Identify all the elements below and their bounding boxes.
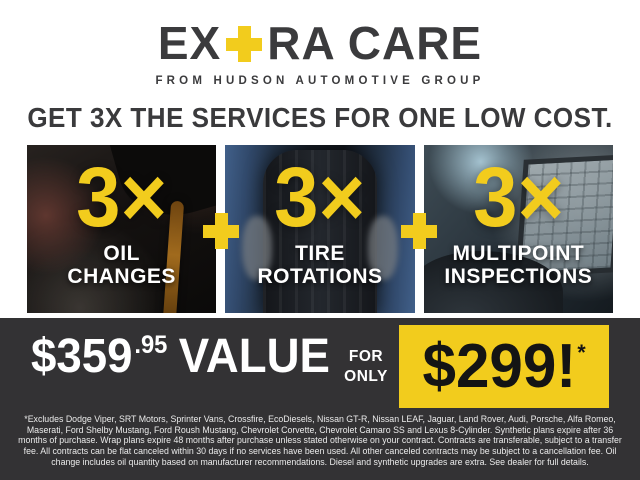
price-asterisk: *: [577, 339, 586, 365]
brand-name: EX RA CARE: [0, 20, 640, 66]
multiplier-text: 3×: [472, 150, 564, 244]
brand-name-right: RA CARE: [267, 17, 483, 69]
tire-graphic: [263, 150, 377, 313]
plus-icon: [401, 213, 437, 249]
plus-icon: [203, 213, 239, 249]
value-price: $359.95 VALUE: [31, 333, 330, 381]
value-word: VALUE: [178, 330, 330, 383]
plus-icon: [226, 26, 263, 62]
sale-price: $299!*: [422, 331, 586, 401]
panel-tire-rotations: 3× TIRE ROTATIONS: [225, 145, 415, 313]
glove-graphic: [242, 215, 273, 280]
sale-price-box: $299!*: [399, 325, 609, 408]
brand-tagline: FROM HUDSON AUTOMOTIVE GROUP: [155, 75, 485, 87]
panel-label: MULTIPOINT INSPECTIONS: [444, 242, 593, 289]
service-panels: 3× OIL CHANGES 3× TIRE ROTATIONS 3× MULT…: [27, 145, 613, 313]
offer-band: $359.95 VALUE FOR ONLY $299!* *Excludes D…: [0, 318, 640, 480]
panel-label: TIRE ROTATIONS: [257, 242, 383, 289]
panel-oil-changes: 3× OIL CHANGES: [27, 145, 217, 313]
disclaimer-text: *Excludes Dodge Viper, SRT Motors, Sprin…: [18, 414, 622, 467]
value-dollars: $359: [31, 330, 133, 383]
glove-graphic: [367, 215, 398, 280]
multiplier-text: 3×: [76, 150, 168, 244]
brand-logo: EX RA CARE FROM HUDSON AUTOMOTIVE GROUP: [0, 20, 640, 87]
for-only-label: FOR ONLY: [344, 348, 388, 386]
panel-label: OIL CHANGES: [67, 242, 176, 289]
multiplier-text: 3×: [274, 150, 366, 244]
headline: GET 3X THE SERVICES FOR ONE LOW COST.: [27, 102, 613, 133]
panel-multipoint-inspections: 3× MULTIPOINT INSPECTIONS: [423, 145, 613, 313]
value-cents: .95: [134, 331, 168, 359]
brand-name-left: EX: [157, 17, 222, 69]
